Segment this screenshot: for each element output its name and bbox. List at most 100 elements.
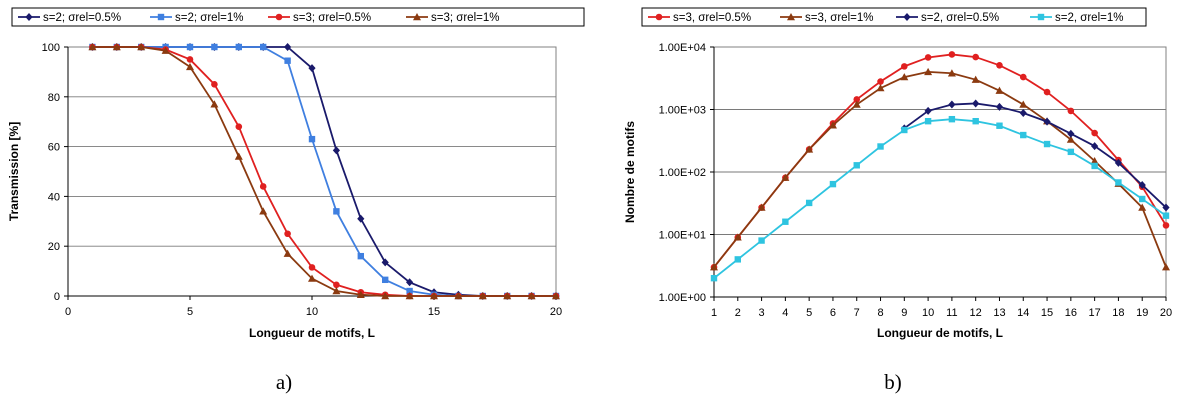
- data-point: [1114, 158, 1123, 167]
- data-point: [995, 86, 1004, 94]
- x-tick-label: 16: [1065, 307, 1077, 319]
- data-point: [948, 51, 956, 58]
- data-point: [333, 208, 340, 215]
- data-point: [357, 214, 365, 223]
- x-tick-label: 12: [970, 307, 982, 319]
- data-point: [971, 75, 980, 83]
- data-point: [332, 146, 340, 155]
- data-point: [1090, 156, 1099, 165]
- legend-label: s=3; σrel=0.5%: [293, 12, 371, 24]
- data-point: [210, 100, 219, 108]
- series-3: [710, 115, 1170, 282]
- legend-swatch-marker: [413, 13, 421, 21]
- data-point: [357, 252, 364, 260]
- data-point: [828, 121, 837, 129]
- x-tick-label: 5: [806, 307, 812, 319]
- data-point: [1066, 135, 1075, 143]
- x-tick-label: 2: [735, 307, 741, 319]
- y-tick-label: 1.00E+01: [659, 230, 706, 242]
- series-line: [903, 102, 1167, 209]
- figure-caption: b): [884, 370, 902, 394]
- data-point: [1162, 203, 1170, 212]
- data-point: [332, 287, 341, 295]
- data-point: [900, 73, 909, 81]
- data-point: [781, 173, 790, 181]
- data-point: [924, 54, 932, 61]
- data-point: [503, 292, 512, 300]
- data-point: [406, 287, 413, 295]
- data-point: [382, 276, 389, 284]
- data-point: [853, 96, 861, 103]
- x-axis-title: Longueur de motifs, L: [877, 326, 1003, 340]
- series-line: [713, 70, 1167, 268]
- legend-label: s=2; σrel=1%: [175, 12, 243, 24]
- chart-b-nombre-de-motifs: 1.00E+00 1.00E+01 1.00E+02 1.00E+03 1.00E+04…: [623, 7, 1172, 394]
- x-tick-label: 5: [187, 306, 193, 318]
- x-tick-label: 6: [830, 307, 836, 319]
- data-point: [260, 43, 267, 51]
- data-point: [1162, 263, 1170, 271]
- data-point: [805, 199, 813, 207]
- data-point: [852, 100, 861, 108]
- data-point: [381, 292, 390, 300]
- y-tick-label: 40: [48, 191, 60, 203]
- x-tick-label: 10: [306, 306, 318, 318]
- x-tick-label: 4: [782, 307, 788, 319]
- data-point: [1020, 131, 1027, 139]
- data-point: [972, 53, 979, 61]
- legend-label: s=3; σrel=1%: [431, 12, 499, 24]
- x-tick-label: 20: [550, 306, 562, 318]
- data-point: [924, 67, 933, 76]
- legend-swatch-marker: [25, 13, 33, 21]
- data-point: [478, 292, 487, 300]
- data-point: [283, 249, 292, 257]
- x-tick-label: 1: [711, 307, 717, 319]
- data-point: [1162, 212, 1170, 219]
- data-point: [734, 256, 741, 263]
- x-tick-label: 17: [1089, 307, 1101, 319]
- data-point: [1043, 140, 1051, 148]
- legend-label: s=2, σrel=0.5%: [921, 12, 999, 24]
- data-point: [758, 237, 765, 244]
- data-point: [1067, 148, 1075, 156]
- data-point: [876, 84, 885, 92]
- x-tick-label: 18: [1112, 307, 1124, 319]
- data-point: [1091, 162, 1098, 170]
- legend-label: s=2; σrel=0.5%: [43, 12, 121, 24]
- legend-box: [641, 7, 1147, 27]
- data-point: [308, 264, 316, 271]
- data-point: [211, 81, 218, 88]
- data-point: [901, 63, 908, 70]
- data-point: [186, 56, 194, 63]
- y-tick-label: 1.00E+04: [659, 42, 706, 54]
- series-3: [88, 43, 560, 300]
- x-tick-label: 10: [922, 307, 934, 319]
- data-point: [284, 230, 291, 238]
- x-tick-label: 15: [428, 306, 440, 318]
- data-point: [948, 115, 956, 123]
- data-point: [308, 274, 316, 282]
- legend-swatch-marker: [903, 13, 911, 21]
- data-point: [186, 43, 194, 51]
- y-tick-label: 100: [42, 42, 60, 54]
- data-point: [733, 233, 742, 241]
- data-point: [1138, 203, 1147, 211]
- data-point: [757, 203, 766, 211]
- x-tick-label: 20: [1160, 307, 1172, 319]
- data-point: [1019, 100, 1028, 108]
- data-point: [996, 61, 1003, 69]
- legend-swatch-marker: [157, 13, 165, 21]
- y-axis-title: Transmission [%]: [7, 122, 21, 221]
- data-point: [405, 292, 414, 300]
- legend: s=2; σrel=0.5% s=2; σrel=1% s=3; σrel=0.5%…: [11, 7, 585, 27]
- data-point: [1139, 195, 1146, 203]
- series-line: [713, 118, 1167, 279]
- legend-swatch-marker: [787, 13, 795, 21]
- data-point: [1067, 129, 1075, 138]
- data-point: [901, 126, 908, 134]
- data-point: [1043, 88, 1051, 96]
- data-point: [234, 152, 243, 160]
- data-point: [829, 180, 837, 188]
- data-point: [1162, 222, 1170, 229]
- data-point: [406, 278, 414, 287]
